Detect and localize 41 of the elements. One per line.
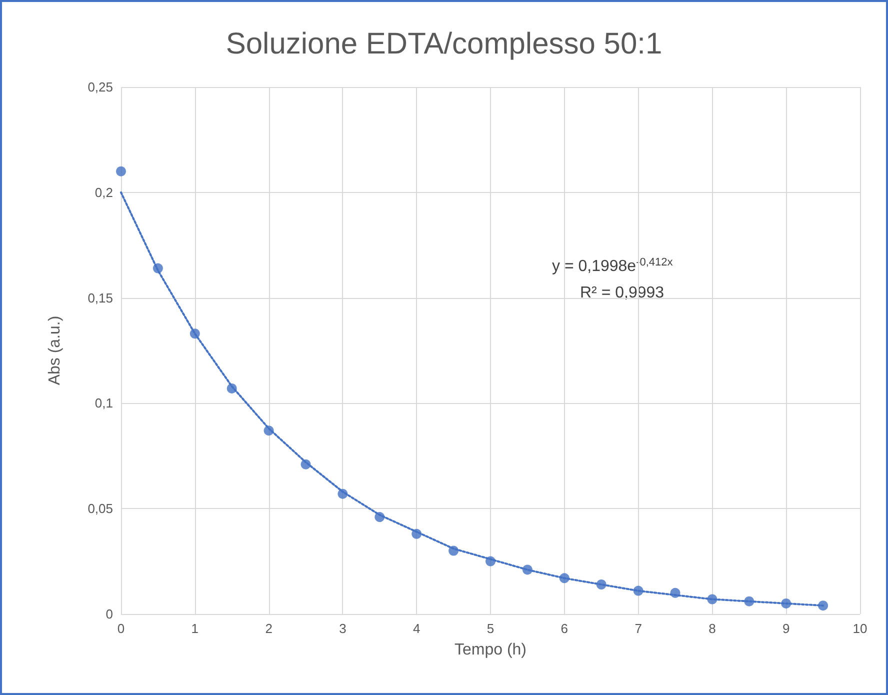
point [374, 512, 385, 522]
point [264, 426, 274, 436]
x-tick-label: 8 [708, 621, 716, 636]
annotation: R² = 0,9993 [580, 284, 664, 302]
x-tick-label: 2 [265, 621, 272, 636]
point [226, 383, 237, 394]
point [300, 459, 311, 470]
y-tick-label: 0,25 [88, 80, 113, 94]
point [633, 586, 644, 596]
x-tick-label: 5 [486, 621, 494, 636]
x-tick-label: 4 [412, 621, 420, 636]
point [412, 528, 422, 539]
x-tick-label: 0 [117, 621, 125, 636]
x-tick-label: 6 [560, 621, 568, 636]
y-tick-label: 0 [106, 606, 113, 622]
y-tick-label: 0,1 [94, 396, 113, 411]
point [596, 579, 606, 590]
x-tick-label: 3 [339, 621, 346, 636]
x-tick-label: 9 [782, 621, 790, 636]
point [486, 556, 496, 566]
point [559, 573, 570, 584]
point [707, 594, 718, 604]
point [190, 328, 200, 339]
x-tick-label: 10 [852, 621, 868, 636]
x-tick-label: 7 [634, 621, 642, 636]
y-tick-label: 0,05 [88, 501, 113, 516]
x-tick-label: 1 [191, 621, 199, 636]
point [670, 588, 680, 598]
x-axis-title: Tempo (h) [454, 642, 527, 658]
point [744, 596, 754, 606]
point [152, 263, 163, 274]
point [116, 166, 126, 176]
point [448, 546, 459, 556]
chart-title: Soluzione EDTA/complesso 50:1 [226, 28, 662, 60]
point [818, 600, 828, 611]
point [338, 488, 348, 499]
y-tick-label: 0,15 [88, 290, 113, 306]
point [781, 598, 792, 608]
y-tick-label: 0,2 [94, 184, 113, 200]
y-axis-title: Abs (a.u.) [46, 316, 64, 386]
point [522, 564, 532, 575]
